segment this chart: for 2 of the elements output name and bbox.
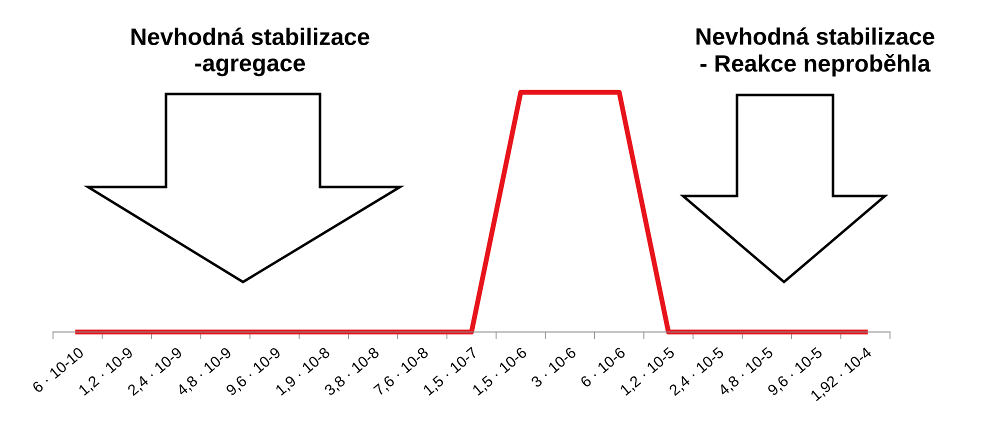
text: Nevhodná stabilizace - Reakce neproběhla [696,27,934,76]
text: Nevhodná stabilizace -agregace [132,28,370,76]
